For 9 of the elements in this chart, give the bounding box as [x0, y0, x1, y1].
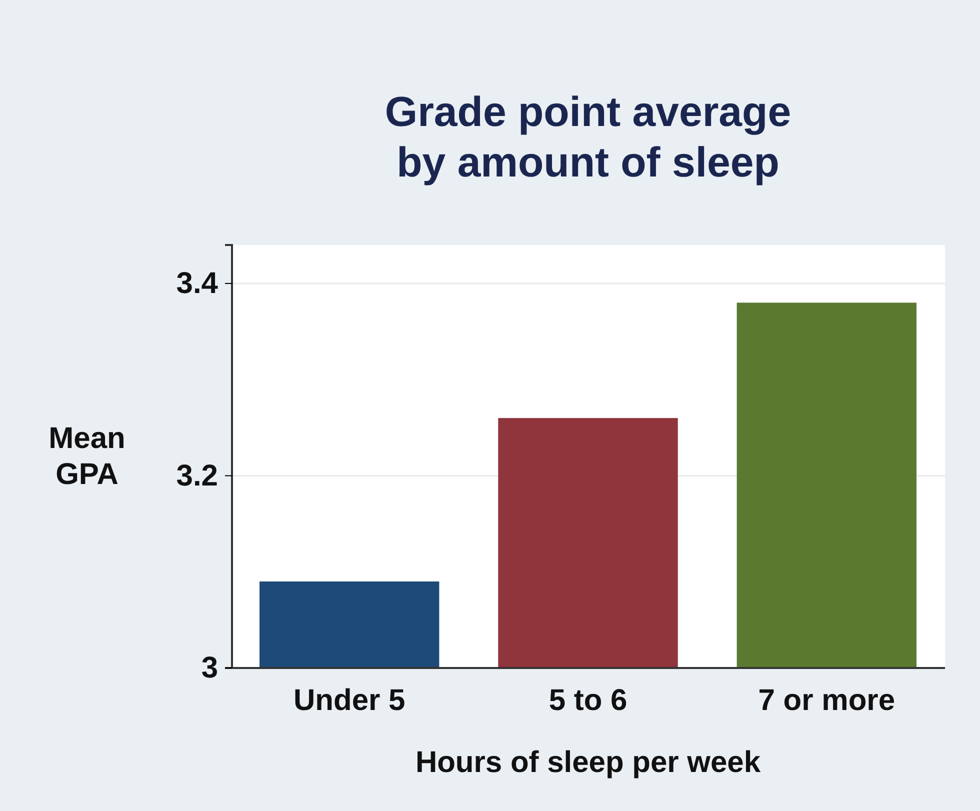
y-axis-title: Mean GPA: [48, 422, 126, 491]
y-tick-label: 3: [201, 652, 218, 685]
y-tick-label: 3.2: [176, 459, 218, 492]
y-tick-label: 3.4: [176, 267, 218, 300]
x-tick-label: 5 to 6: [548, 684, 628, 717]
x-tick-label: 7 or more: [758, 684, 896, 717]
x-tick-label: Under 5: [294, 684, 406, 717]
x-axis-title: Hours of sleep per week: [415, 746, 761, 779]
chart-title: Grade point average by amount of sleep: [384, 88, 792, 186]
